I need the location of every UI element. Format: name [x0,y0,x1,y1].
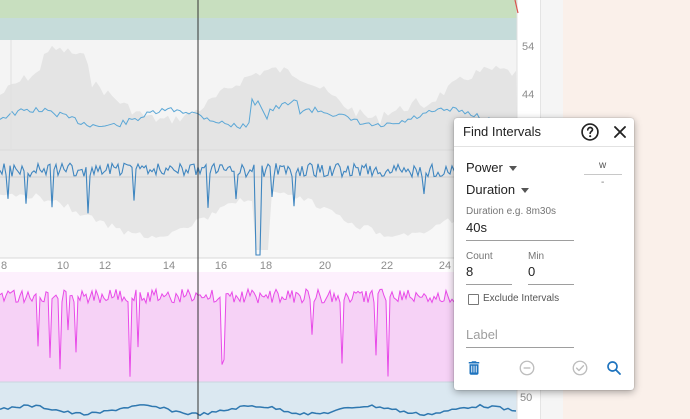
time-tick-label: 20 [319,260,331,272]
metric-dropdown-label: Power [466,160,503,175]
units-underline [584,174,622,175]
zone-band-teal [0,18,517,40]
delete-icon[interactable] [465,359,483,377]
count-label: Count [466,251,493,262]
marker-red [514,0,519,14]
hr-line [0,97,517,130]
time-tick-label: 24 [439,260,451,272]
duration-input[interactable]: 40s [466,220,487,235]
panel-header: Find Intervals [454,118,634,147]
min-label: Min [528,251,545,262]
chevron-down-icon [521,188,530,194]
cadence-line [0,403,517,417]
check-circle-icon[interactable] [571,359,589,377]
min-input[interactable]: 0 [528,264,536,279]
axis-label-44: 44 [522,89,534,101]
time-tick-label: 14 [163,260,175,272]
axis-label-bottom: 50 [520,392,532,404]
mode-dropdown[interactable]: Duration [466,182,530,197]
units-sub-label: - [601,177,605,188]
exclude-intervals-label: Exclude Intervals [483,293,560,304]
axis-label-54: 54 [522,41,534,53]
close-icon[interactable] [610,122,630,142]
time-axis-strip [0,258,517,272]
pace-line [0,161,517,256]
activity-chart[interactable]: 54 44 50 8 10 12 14 16 18 20 22 24 [0,0,540,419]
power-line [0,287,517,377]
chart-svg[interactable]: 54 44 50 8 10 12 14 16 18 20 22 24 [0,0,540,419]
time-tick-label: 18 [260,260,272,272]
label-input[interactable] [466,323,574,345]
hr-range-area [0,45,517,150]
pace-range-area [0,150,517,250]
duration-underline [466,240,574,241]
duration-label: Duration e.g. 8m30s [466,206,557,217]
zone-band-green [0,0,517,18]
remove-circle-icon[interactable] [518,359,536,377]
time-tick-label: 22 [381,260,393,272]
find-intervals-panel: Find Intervals Power Duration w - Durati… [454,118,634,390]
time-tick-label: 8 [1,260,7,272]
exclude-intervals-checkbox[interactable] [468,294,479,305]
panel-title: Find Intervals [463,124,542,139]
label-underline [466,347,574,348]
time-tick-label: 12 [99,260,111,272]
time-tick-label: 10 [57,260,69,272]
count-input[interactable]: 8 [466,264,474,279]
cadence-panel-bg [0,382,517,419]
search-icon[interactable] [605,359,623,377]
time-tick-label: 16 [215,260,227,272]
count-underline [466,284,512,285]
chevron-down-icon [508,166,517,172]
min-underline [528,284,574,285]
metric-dropdown[interactable]: Power [466,160,517,175]
help-circle-icon[interactable] [580,122,600,142]
mode-dropdown-label: Duration [466,182,516,197]
units-label: w [599,160,607,171]
